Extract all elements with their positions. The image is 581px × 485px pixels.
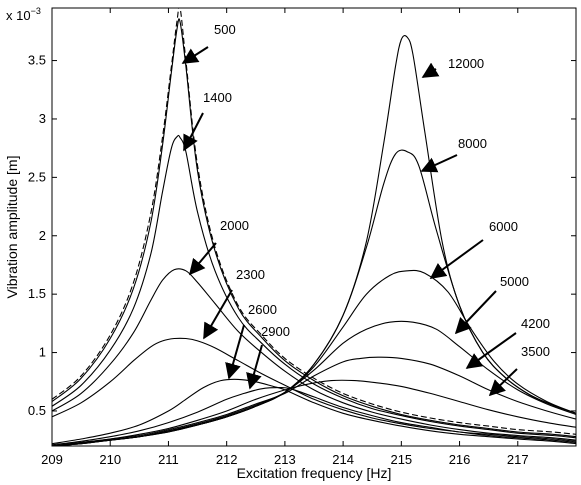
plot-frame xyxy=(51,7,577,447)
x-tick-label: 210 xyxy=(99,452,121,467)
annotation-arrow-1400 xyxy=(183,112,204,152)
y-exponent-label: x 10−3 xyxy=(6,6,41,23)
annotation-arrow-2600 xyxy=(225,324,245,380)
annotation-arrow-3500 xyxy=(488,368,518,397)
annotation-arrow-500 xyxy=(181,46,209,64)
series-line-dashed xyxy=(52,8,576,435)
series-line-3500 xyxy=(52,379,576,446)
annotation-label-3500: 3500 xyxy=(521,344,550,359)
annotation-arrow-12000 xyxy=(421,62,440,78)
series-line-500 xyxy=(52,18,576,438)
annotation-arrow-2900 xyxy=(246,344,263,390)
y-tick-label: 1 xyxy=(39,345,46,360)
annotation-label-12000: 12000 xyxy=(448,56,484,71)
annotation-arrow-2300 xyxy=(203,289,233,340)
series-line-8000 xyxy=(52,149,576,446)
series-line-4200 xyxy=(52,356,576,446)
x-tick-label: 214 xyxy=(332,452,354,467)
series-line-12000 xyxy=(52,35,576,446)
y-tick-label: 1.5 xyxy=(28,286,46,301)
y-tick-label: 3.5 xyxy=(28,53,46,68)
y-axis-label: Vibration amplitude [m] xyxy=(4,156,20,299)
annotation-label-500: 500 xyxy=(214,22,236,37)
annotation-label-2600: 2600 xyxy=(248,302,277,317)
x-tick-label: 215 xyxy=(390,452,412,467)
y-tick-label: 2.5 xyxy=(28,169,46,184)
x-tick-label: 213 xyxy=(274,452,296,467)
annotation-label-6000: 6000 xyxy=(489,219,518,234)
y-tick-label: 0.5 xyxy=(28,403,46,418)
annotation-label-2300: 2300 xyxy=(236,267,265,282)
x-axis-label: Excitation frequency [Hz] xyxy=(237,465,392,481)
annotation-label-5000: 5000 xyxy=(500,274,529,289)
x-tick-label: 212 xyxy=(216,452,238,467)
annotation-label-4200: 4200 xyxy=(521,316,550,331)
annotation-arrow-2000 xyxy=(188,242,217,276)
annotation-label-8000: 8000 xyxy=(458,136,487,151)
annotation-label-1400: 1400 xyxy=(203,90,232,105)
series-line-1400 xyxy=(52,134,576,439)
x-tick-label: 211 xyxy=(158,452,179,467)
x-tick-label: 217 xyxy=(507,452,529,467)
annotation-arrow-4200 xyxy=(465,332,517,369)
y-tick-label: 2 xyxy=(39,228,46,243)
annotation-label-2900: 2900 xyxy=(261,324,290,339)
annotation-arrow-6000 xyxy=(429,239,484,279)
series-line-2000 xyxy=(52,268,576,441)
annotation-arrow-5000 xyxy=(454,290,497,335)
annotation-label-2000: 2000 xyxy=(220,218,249,233)
annotation-arrow-8000 xyxy=(420,154,458,173)
x-tick-label: 209 xyxy=(41,452,63,467)
x-tick-label: 216 xyxy=(449,452,471,467)
y-tick-label: 3 xyxy=(39,111,46,126)
